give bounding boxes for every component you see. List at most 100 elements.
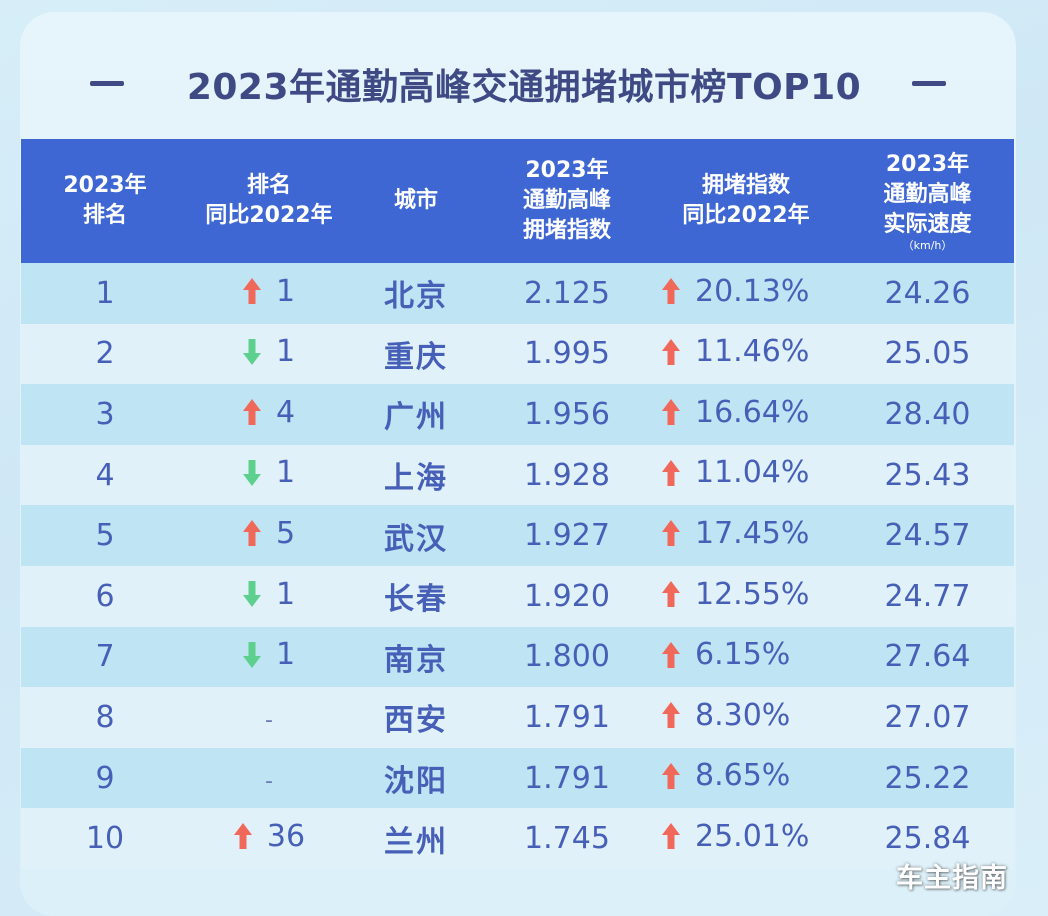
rank-change-cell: 1 xyxy=(189,444,349,506)
rank-value: 4 xyxy=(95,457,115,493)
header-rank-line2: 排名 xyxy=(82,203,127,228)
header-speed-line1: 2023年 xyxy=(885,152,970,177)
arrow-up-icon xyxy=(661,277,681,305)
title-dash-right xyxy=(912,81,946,86)
rank-change-cell: 1 xyxy=(189,323,349,385)
congestion-index-cell: 1.800 xyxy=(483,626,651,688)
city-cell: 上海 xyxy=(349,444,483,506)
rank-change-value: 1 xyxy=(276,455,296,491)
index-change-value: 12.55% xyxy=(695,576,810,612)
table-row: 4 1 上海 1.928 11.04% 25.43 xyxy=(21,444,1014,506)
header-rank-change: 排名 同比2022年 xyxy=(189,139,349,263)
speed-value: 27.64 xyxy=(884,639,971,675)
rank-change-cell: 36 xyxy=(189,808,349,869)
rank-change-cell: - xyxy=(189,687,349,748)
city-name: 武汉 xyxy=(384,521,448,557)
index-change-cell: 8.30% xyxy=(651,687,841,748)
arrow-up-icon xyxy=(661,641,681,669)
table-row: 1 1 北京 2.125 20.13% 24.26 xyxy=(21,263,1014,324)
arrow-up-icon xyxy=(661,338,681,366)
speed-value: 25.43 xyxy=(884,457,971,493)
table-row: 7 1 南京 1.800 6.15% 27.64 xyxy=(21,626,1014,688)
arrow-up-icon xyxy=(661,398,681,426)
header-index-change: 拥堵指数 同比2022年 xyxy=(651,139,841,263)
city-cell: 西安 xyxy=(349,687,483,748)
arrow-up-icon xyxy=(661,822,681,850)
arrow-up-icon xyxy=(661,762,681,790)
table-row: 6 1 长春 1.920 12.55% 24.77 xyxy=(21,565,1014,627)
city-cell: 兰州 xyxy=(349,808,483,869)
rank-value: 5 xyxy=(95,518,115,554)
congestion-index-cell: 1.791 xyxy=(483,747,651,809)
speed-value: 24.57 xyxy=(884,518,971,554)
index-change-cell: 25.01% xyxy=(651,808,841,869)
table-row: 9 - 沈阳 1.791 8.65% 25.22 xyxy=(21,747,1014,809)
header-rank-change-line2: 同比2022年 xyxy=(205,203,333,228)
city-cell: 广州 xyxy=(349,384,483,445)
congestion-index-value: 2.125 xyxy=(524,275,610,311)
rank-change-cell: - xyxy=(189,747,349,809)
congestion-index-value: 1.791 xyxy=(524,760,610,796)
header-speed-line3: 实际速度 xyxy=(883,212,972,237)
index-change-value: 6.15% xyxy=(695,637,791,673)
table-header-row: 2023年 排名 排名 同比2022年 城市 2023年 通勤高峰 拥堵指数 拥… xyxy=(21,139,1014,263)
city-cell: 沈阳 xyxy=(349,747,483,809)
rank-change-cell: 1 xyxy=(189,263,349,324)
rank-value: 9 xyxy=(95,760,115,796)
arrow-up-icon xyxy=(242,277,262,305)
congestion-index-value: 1.995 xyxy=(524,336,610,372)
rank-change-value: 1 xyxy=(276,637,296,673)
header-rank-line1: 2023年 xyxy=(63,173,147,198)
rank-change-value: 1 xyxy=(276,334,296,370)
rank-cell: 8 xyxy=(21,687,189,748)
city-cell: 武汉 xyxy=(349,505,483,566)
congestion-index-value: 1.956 xyxy=(524,396,610,432)
table-row: 2 1 重庆 1.995 11.46% 25.05 xyxy=(21,323,1014,385)
watermark: 车主指南 xyxy=(896,863,1008,894)
congestion-index-cell: 1.927 xyxy=(483,505,651,566)
rank-value: 2 xyxy=(95,336,115,372)
congestion-index-value: 1.791 xyxy=(524,699,610,735)
city-name: 南京 xyxy=(384,642,448,678)
index-change-cell: 6.15% xyxy=(651,626,841,688)
header-congestion-line3: 拥堵指数 xyxy=(522,218,611,243)
rank-value: 7 xyxy=(95,639,115,675)
rank-change-value: 4 xyxy=(276,394,296,430)
congestion-index-cell: 2.125 xyxy=(483,263,651,324)
rank-cell: 6 xyxy=(21,565,189,627)
index-change-cell: 11.04% xyxy=(651,444,841,506)
city-cell: 北京 xyxy=(349,263,483,324)
table-row: 5 5 武汉 1.927 17.45% 24.57 xyxy=(21,505,1014,566)
index-change-value: 17.45% xyxy=(695,515,810,551)
header-index-change-line2: 同比2022年 xyxy=(682,203,810,228)
city-name: 兰州 xyxy=(384,824,448,860)
city-name: 广州 xyxy=(384,400,448,436)
arrow-up-icon xyxy=(242,398,262,426)
header-rank: 2023年 排名 xyxy=(21,139,189,263)
congestion-index-cell: 1.995 xyxy=(483,323,651,385)
city-cell: 南京 xyxy=(349,626,483,688)
city-name: 北京 xyxy=(384,279,448,315)
rank-change-cell: 1 xyxy=(189,626,349,688)
arrow-down-icon xyxy=(242,580,262,608)
header-speed-unit: （km/h） xyxy=(902,239,953,252)
rank-cell: 7 xyxy=(21,626,189,688)
city-name: 重庆 xyxy=(384,339,448,375)
city-cell: 重庆 xyxy=(349,323,483,385)
index-change-value: 16.64% xyxy=(695,394,810,430)
rank-change-value: 1 xyxy=(276,576,296,612)
page-title: 2023年通勤高峰交通拥堵城市榜TOP10 xyxy=(186,67,862,108)
arrow-down-icon xyxy=(242,459,262,487)
header-congestion-line2: 通勤高峰 xyxy=(522,188,611,213)
index-change-value: 20.13% xyxy=(695,273,810,309)
speed-cell: 25.43 xyxy=(841,444,1014,506)
rank-cell: 10 xyxy=(21,808,189,869)
rank-change-cell: 4 xyxy=(189,384,349,445)
arrow-up-icon xyxy=(661,519,681,547)
header-city-label: 城市 xyxy=(393,188,438,213)
city-cell: 长春 xyxy=(349,565,483,627)
speed-value: 25.22 xyxy=(884,760,971,796)
rank-cell: 2 xyxy=(21,323,189,385)
header-congestion-line1: 2023年 xyxy=(525,158,609,183)
congestion-index-cell: 1.791 xyxy=(483,687,651,748)
